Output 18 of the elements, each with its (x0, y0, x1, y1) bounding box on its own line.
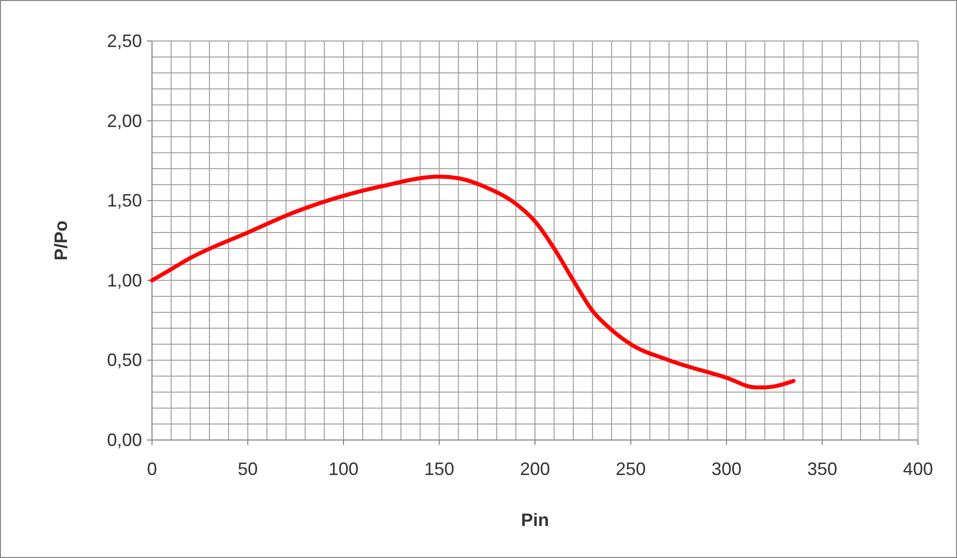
x-tick-label: 200 (520, 459, 550, 479)
x-tick-label: 0 (146, 459, 158, 479)
x-tick-label: 250 (616, 459, 646, 479)
x-tick-label: 350 (807, 459, 838, 479)
x-tick-label: 400 (902, 459, 934, 479)
x-axis-title: Pin (520, 510, 550, 530)
y-tick-label: 2,50 (106, 31, 142, 51)
y-tick-label: 0,50 (106, 350, 142, 370)
x-tick-label: 100 (328, 459, 359, 479)
x-tick-label: 300 (711, 459, 742, 479)
y-tick-label: 1,50 (106, 190, 142, 211)
y-tick-label: 0,00 (106, 430, 142, 450)
y-axis-title: P/Po (51, 220, 71, 261)
x-tick-label: 50 (238, 459, 258, 479)
y-tick-label: 1,00 (106, 270, 142, 290)
line-series (150, 174, 796, 390)
y-tick-label: 2,00 (106, 110, 142, 131)
x-tick-label: 150 (424, 459, 454, 479)
